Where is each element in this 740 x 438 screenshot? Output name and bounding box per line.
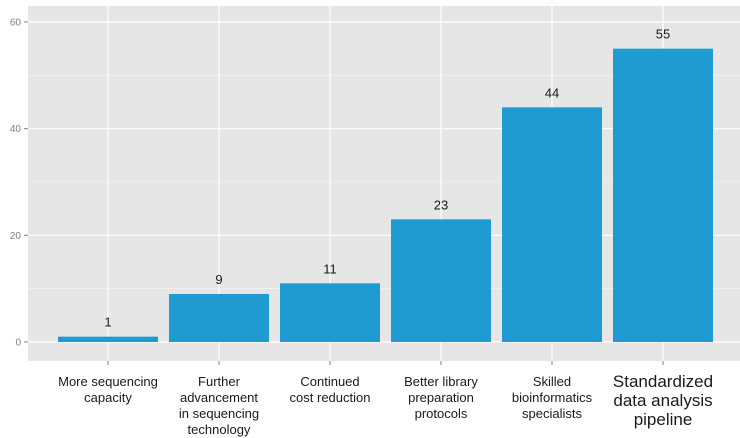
bar [58,336,158,342]
bar [391,219,491,342]
bar [502,107,602,342]
bar [169,294,269,342]
x-tick-label: Continued cost reduction [289,374,371,405]
data-label: 9 [215,272,222,287]
x-tick-label: Standardized data analysis pipeline [612,372,714,429]
y-tick-label: 0 [15,338,21,349]
y-tick-label: 20 [10,231,22,242]
y-tick-label: 60 [10,18,22,29]
x-tick-label: More sequencing capacity [58,374,158,405]
data-label: 44 [545,85,559,100]
x-tick-label: Skilled bioinformatics specialists [511,374,593,421]
data-label: 23 [434,197,448,212]
y-tick-label: 40 [10,124,22,135]
x-tick-label: Better library preparation protocols [404,374,478,421]
data-label: 1 [104,315,111,330]
bar [280,283,380,342]
data-label: 11 [323,261,337,276]
x-tick-label: Further advancement in sequencing techno… [178,374,260,437]
data-label: 55 [656,27,670,42]
bar [613,48,713,343]
